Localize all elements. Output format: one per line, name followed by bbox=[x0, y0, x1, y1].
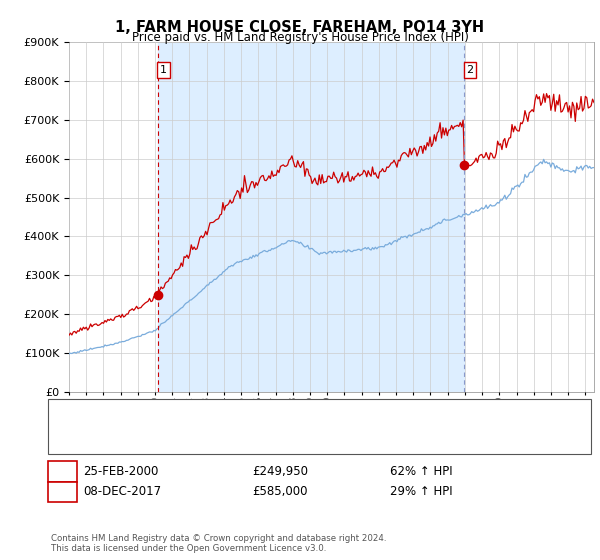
Text: £585,000: £585,000 bbox=[252, 485, 308, 498]
Text: Contains HM Land Registry data © Crown copyright and database right 2024.
This d: Contains HM Land Registry data © Crown c… bbox=[51, 534, 386, 553]
Text: 08-DEC-2017: 08-DEC-2017 bbox=[83, 485, 161, 498]
Text: 1: 1 bbox=[59, 465, 66, 478]
Text: £249,950: £249,950 bbox=[252, 465, 308, 478]
Bar bbox=[158, 42, 464, 392]
Text: 1, FARM HOUSE CLOSE, FAREHAM, PO14 3YH: 1, FARM HOUSE CLOSE, FAREHAM, PO14 3YH bbox=[115, 20, 485, 35]
Text: 1: 1 bbox=[160, 65, 167, 75]
Text: 25-FEB-2000: 25-FEB-2000 bbox=[83, 465, 158, 478]
Text: 62% ↑ HPI: 62% ↑ HPI bbox=[390, 465, 452, 478]
Text: 2: 2 bbox=[466, 65, 473, 75]
Text: 1, FARM HOUSE CLOSE, FAREHAM, PO14 3YH (detached house): 1, FARM HOUSE CLOSE, FAREHAM, PO14 3YH (… bbox=[102, 410, 448, 421]
Text: 29% ↑ HPI: 29% ↑ HPI bbox=[390, 485, 452, 498]
Text: HPI: Average price, detached house, Fareham: HPI: Average price, detached house, Fare… bbox=[102, 432, 352, 442]
Text: Price paid vs. HM Land Registry's House Price Index (HPI): Price paid vs. HM Land Registry's House … bbox=[131, 31, 469, 44]
Text: 2: 2 bbox=[59, 485, 66, 498]
